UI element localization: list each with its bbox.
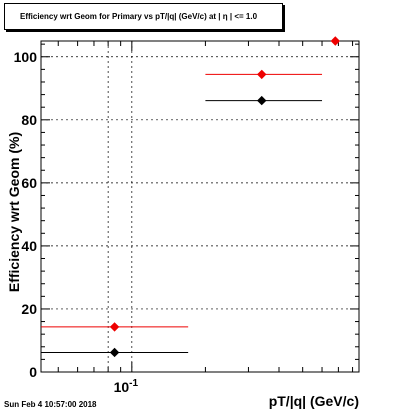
data-point-series-0 — [257, 69, 267, 80]
data-point-series-1 — [257, 95, 267, 106]
y-tick-label: 60 — [21, 175, 37, 191]
timestamp-label: Sun Feb 4 10:57:00 2018 — [4, 400, 97, 409]
data-point-series-1 — [109, 347, 120, 358]
y-axis-label: Efficiency wrt Geom (%) — [6, 132, 22, 292]
x-tick-label: 10-1 — [114, 378, 139, 395]
x-axis-label: pT/|q| (GeV/c) — [269, 393, 359, 409]
chart-title: Efficiency wrt Geom for Primary vs pT/|q… — [4, 3, 283, 30]
y-tick-label: 20 — [21, 301, 37, 317]
data-point-series-0 — [330, 36, 341, 46]
data-marks — [41, 36, 341, 358]
data-point-series-0 — [109, 322, 120, 332]
y-tick-label: 0 — [29, 364, 37, 380]
grid-lines — [41, 41, 359, 372]
axis-ticks — [41, 41, 359, 373]
y-tick-labels: 0 20 40 60 80 100 — [14, 49, 38, 380]
y-tick-label: 40 — [21, 238, 37, 254]
y-tick-label: 100 — [14, 49, 38, 65]
plot-frame — [40, 40, 360, 373]
x-tick-labels: 10-1 — [114, 378, 139, 395]
y-tick-label: 80 — [21, 112, 37, 128]
